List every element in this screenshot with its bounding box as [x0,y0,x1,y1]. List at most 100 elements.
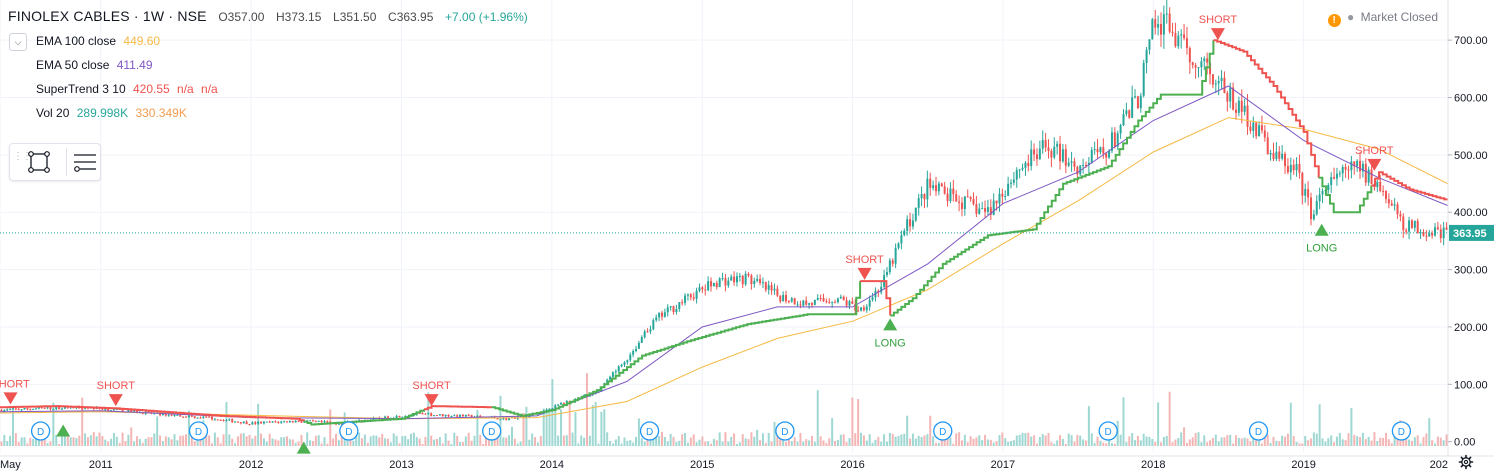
gear-icon[interactable] [1458,454,1474,470]
candle-body [450,416,453,418]
candle-body [1255,122,1258,137]
candle-body [1015,170,1018,180]
volume-bar [799,432,802,446]
volume-bar [842,434,845,446]
indicator-label: Vol 20 [36,106,70,120]
toolbar-divider [66,148,67,176]
candle-body [741,275,744,285]
volume-bar [1309,438,1312,446]
volume-bar [1353,434,1356,446]
candle-body [173,414,176,416]
candle-body [262,421,265,424]
candle-body [1061,149,1064,162]
market-status[interactable]: ! ● Market Closed [1327,10,1438,27]
candle-body [309,420,312,422]
candle-body [1419,232,1422,234]
candle-body [438,414,441,416]
candle-body [1177,35,1180,47]
candle-body [1197,67,1200,69]
volume-bar [1061,438,1064,446]
collapse-indicators-button[interactable]: ⌵ [9,33,27,51]
candle-body [1364,163,1367,183]
volume-bar [136,436,139,446]
volume-bar [95,436,98,446]
indicator-volume[interactable]: Vol 20 289.998K 330.349K [36,106,187,120]
candle-body [649,329,652,332]
volume-bar [231,438,234,446]
candle-body [1033,149,1036,155]
volume-bar [20,437,23,446]
volume-bar [851,397,854,446]
drag-handle-icon[interactable]: ⋮⋮ [13,151,32,162]
candle-body [52,409,55,411]
candle-body [1217,81,1220,84]
indicator-ema100[interactable]: EMA 100 close 449.60 [36,34,160,48]
volume-bar [764,443,767,446]
indicator-value: 420.55 [132,82,170,96]
candle-body [1292,164,1295,171]
volume-bar [1027,432,1030,446]
volume-bar [828,438,831,446]
volume-bar [937,443,940,446]
volume-bar [433,439,436,446]
candle-body [260,421,263,424]
volume-bar [104,439,107,446]
candle-body [848,301,851,306]
candle-body [251,422,254,425]
candle-body [1116,133,1119,147]
volume-bar [127,434,130,446]
symbol-title[interactable]: FINOLEX CABLES · 1W · NSE [8,8,207,24]
object-tree-icon[interactable] [72,149,98,175]
volume-bar [900,434,903,446]
volume-bar [923,435,926,446]
volume-bar [975,437,978,446]
volume-bar [675,442,678,446]
volume-bar [1330,435,1333,446]
candle-body [888,260,891,273]
volume-bar [58,443,61,446]
candle-body [632,350,635,355]
volume-bar [946,433,949,446]
volume-bar [1021,432,1024,446]
volume-bar [1249,441,1252,446]
candle-body [943,186,946,194]
indicator-supertrend[interactable]: SuperTrend 3 10 420.55 n/a n/a [36,82,218,96]
volume-bar [138,439,141,446]
candle-body [819,297,822,299]
volume-bar [885,441,888,446]
volume-bar [358,432,361,446]
volume-bar [1200,442,1203,446]
candle-body [435,415,438,417]
volume-bar [926,434,929,446]
candle-body [834,302,837,304]
volume-bar [6,441,9,446]
candle-body [317,420,320,422]
volume-bar [972,438,975,446]
volume-bar [326,443,329,446]
candle-body [897,243,900,248]
status-dot-icon: ● [1347,10,1355,24]
candle-body [1024,162,1027,168]
candle-body [398,415,401,418]
candle-body [459,414,462,417]
volume-bar [329,409,332,446]
volume-bar [998,434,1001,446]
volume-bar [986,439,989,446]
supertrend-line [1371,171,1449,201]
candle-body [1321,190,1324,195]
candle-body [508,418,511,420]
price-tick-label: 500.00 [1454,150,1488,162]
candle-body [49,407,52,410]
volume-bar [580,435,583,446]
candle-body [998,193,1001,204]
rectangle-tool-icon[interactable] [26,149,52,175]
candle-body [1209,62,1212,75]
warning-icon: ! [1327,14,1341,27]
volume-bar [1067,433,1070,446]
indicator-ema50[interactable]: EMA 50 close 411.49 [36,58,153,72]
candle-body [1180,34,1183,36]
candle-body [623,362,626,365]
candle-body [213,419,216,421]
candle-body [986,207,989,212]
